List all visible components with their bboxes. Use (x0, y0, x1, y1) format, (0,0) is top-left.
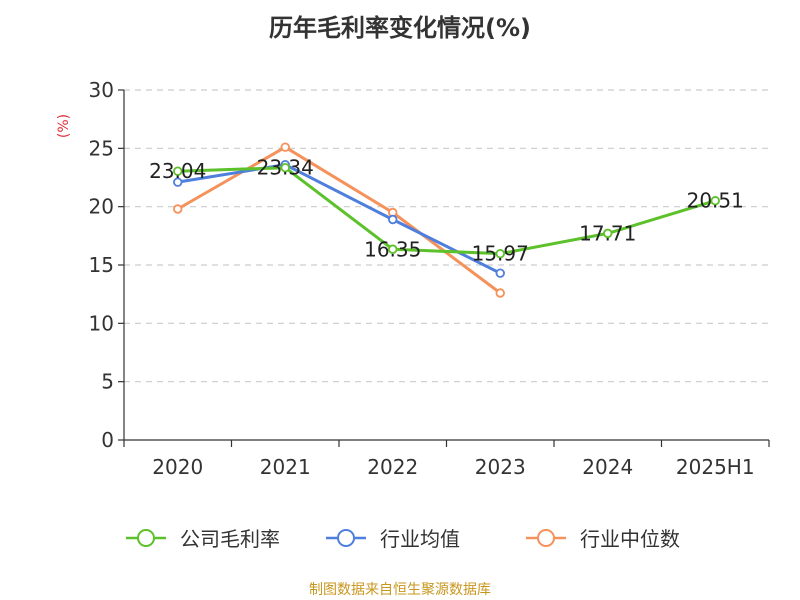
data-point (495, 248, 505, 259)
y-axis-label: (%) (56, 114, 72, 138)
series-layer (173, 142, 720, 298)
data-label: 17.71 (579, 221, 636, 245)
data-point (173, 204, 183, 214)
data-label: 16.35 (364, 237, 421, 261)
x-tick-label: 2025H1 (676, 455, 755, 479)
x-tick-label: 2024 (582, 455, 633, 479)
y-tick-label: 10 (89, 311, 114, 335)
legend-marker (137, 529, 155, 547)
legend-label: 行业中位数 (580, 527, 680, 551)
data-point (280, 162, 290, 173)
legend-label: 公司毛利率 (180, 527, 280, 551)
legend-label: 行业均值 (380, 527, 460, 551)
data-point (173, 166, 183, 176)
data-label: 23.04 (149, 159, 206, 183)
x-tick-label: 2023 (475, 455, 526, 479)
x-tick-label: 2021 (260, 455, 311, 479)
chart-title: 历年毛利率变化情况(%) (269, 14, 531, 42)
grid-layer (124, 89, 769, 383)
series-line (177, 166, 716, 256)
data-label: 15.97 (472, 242, 529, 266)
data-point (495, 268, 505, 278)
data-point (710, 196, 720, 206)
data-label: 23.34 (257, 156, 314, 180)
axis-layer: 0 5 10 15 20 25 30 2020 2021 2022 2023 2024 2025H1 (%… (56, 78, 770, 479)
y-tick-label: 25 (89, 136, 114, 160)
y-tick-label: 0 (101, 428, 114, 452)
data-point (388, 214, 398, 225)
label-layer: 23.04 23.34 16.35 15.97 17.71 20.51 (149, 156, 744, 266)
data-point (495, 288, 505, 298)
data-label: 20.51 (687, 189, 744, 213)
data-point (173, 177, 183, 187)
legend-marker (537, 529, 555, 547)
series-line (177, 163, 501, 275)
x-tick-label: 2020 (152, 455, 203, 479)
legend: 公司毛利率 行业均值 行业中位数 (126, 527, 680, 551)
y-tick-label: 30 (89, 78, 114, 102)
legend-marker (337, 529, 355, 547)
y-tick-label: 5 (101, 370, 114, 394)
data-point (388, 244, 398, 254)
data-point (603, 228, 613, 239)
y-tick-label: 20 (89, 195, 114, 219)
data-point (280, 142, 290, 152)
y-tick-label: 15 (89, 253, 114, 277)
x-tick-label: 2022 (367, 455, 418, 479)
data-source-note: 制图数据来自恒生聚源数据库 (309, 582, 491, 598)
